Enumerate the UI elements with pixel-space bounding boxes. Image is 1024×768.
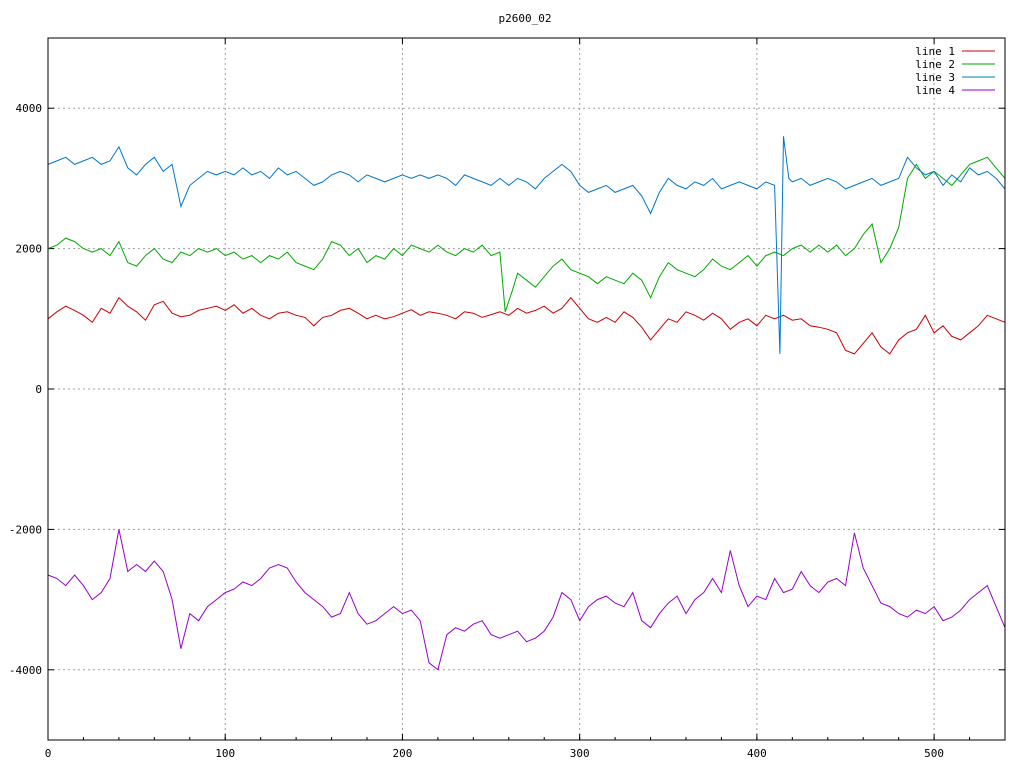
- y-tick-label: -2000: [9, 523, 42, 536]
- series-group: [47, 136, 1006, 671]
- legend-label-4: line 4: [915, 84, 955, 97]
- x-tick-label: 0: [45, 747, 52, 760]
- x-tick-label: 300: [570, 747, 590, 760]
- legend-label-1: line 1: [915, 45, 955, 58]
- series-line-4: [47, 529, 1006, 671]
- x-tick-label: 500: [924, 747, 944, 760]
- legend-label-2: line 2: [915, 58, 955, 71]
- series-line-1: [47, 296, 1006, 355]
- y-tick-label: 4000: [16, 102, 43, 115]
- axis-ticks: 0 100 200 300 400 500 -4000 -2000 0 2000 4000: [9, 38, 1006, 760]
- x-tick-label: 400: [747, 747, 767, 760]
- grid-lines: [48, 38, 1005, 740]
- x-tick-label: 200: [393, 747, 413, 760]
- y-tick-label: -4000: [9, 664, 42, 677]
- plot-frame: [47, 37, 1006, 741]
- legend-label-3: line 3: [915, 71, 955, 84]
- y-tick-label: 2000: [16, 243, 43, 256]
- chart-title: p2600_02: [499, 12, 552, 25]
- series-line-3: [47, 136, 1006, 354]
- y-tick-label: 0: [35, 383, 42, 396]
- x-tick-label: 100: [215, 747, 235, 760]
- series-line-2: [47, 156, 1006, 312]
